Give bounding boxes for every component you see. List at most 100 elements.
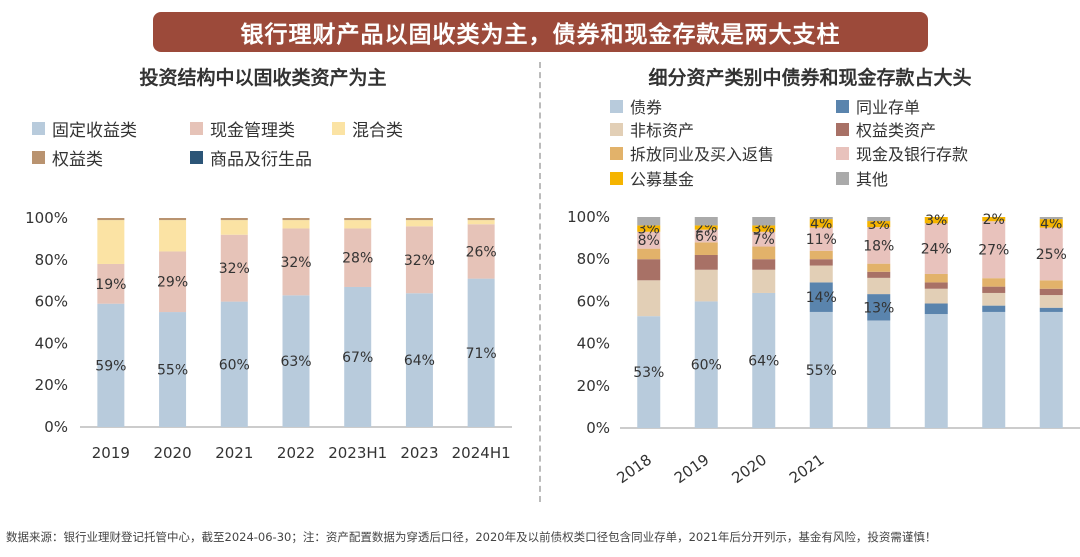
bar-segment-0-1 [694, 301, 718, 428]
bar-segment-5-1 [694, 229, 718, 243]
bar-segment-3-7 [1039, 288, 1063, 296]
bar-segment-3-1 [694, 254, 718, 270]
legend-swatch-4 [610, 147, 623, 160]
data-label-0-3: 55% [806, 363, 837, 379]
legend-label-5: 现金及银行存款 [856, 145, 968, 164]
bar-segment-5-6 [982, 221, 1006, 279]
y-tick-label: 20% [35, 376, 68, 394]
y-tick-label: 100% [25, 209, 68, 227]
bar-segment-2-5 [924, 288, 948, 304]
y-tick-label: 80% [577, 250, 610, 268]
bar-segment-4-1 [694, 242, 718, 255]
bar-segment-2-1 [159, 220, 187, 252]
bar-segment-1-2 [220, 234, 248, 302]
data-label-6-5: 3% [925, 213, 947, 229]
bar-segment-2-7 [1039, 295, 1063, 308]
bar-segment-0-5 [405, 293, 433, 427]
data-label-5-2: 7% [753, 232, 775, 248]
data-label-5-5: 24% [921, 242, 952, 258]
bar-segment-2-1 [694, 269, 718, 302]
bar-segment-6-7 [1039, 219, 1063, 228]
data-label-1-0: 19% [95, 277, 126, 293]
page-banner: 银行理财产品以固收类为主，债券和现金存款是两大支柱 [153, 12, 928, 52]
bar-segment-3-2 [220, 218, 248, 221]
bar-segment-3-6 [982, 286, 1006, 293]
y-tick-label: 80% [35, 251, 68, 269]
x-tick-label: 2024H1 [452, 444, 511, 462]
data-label-0-1: 55% [157, 363, 188, 379]
bar-segment-5-5 [924, 223, 948, 274]
bar-segment-4-4 [867, 263, 891, 272]
x-tick-label: 2021 [786, 451, 828, 488]
bar-segment-2-4 [867, 277, 891, 295]
bar-segment-6-1 [694, 225, 718, 230]
x-tick-label: 2023H1 [328, 444, 387, 462]
bar-segment-3-0 [97, 218, 125, 221]
bar-segment-0-2 [220, 301, 248, 427]
bar-segment-2-3 [282, 220, 310, 229]
data-label-1-4: 28% [342, 251, 373, 267]
bar-segment-5-7 [1039, 227, 1063, 281]
bar-segment-4-5 [924, 273, 948, 283]
bar-segment-0-3 [809, 311, 833, 428]
y-tick-label: 20% [577, 377, 610, 395]
data-label-5-4: 18% [863, 238, 894, 254]
x-tick-label: 2019 [671, 451, 713, 488]
bar-segment-7-7 [1039, 217, 1063, 220]
bar-segment-0-4 [344, 286, 372, 427]
bar-segment-0-6 [467, 278, 495, 427]
bar-segment-6-3 [809, 219, 833, 228]
bar-segment-2-4 [344, 220, 372, 229]
bar-segment-7-0 [637, 217, 661, 226]
legend-swatch-3 [836, 123, 849, 136]
bar-segment-1-5 [405, 226, 433, 294]
data-label-5-3: 11% [806, 232, 837, 248]
y-tick-label: 40% [35, 334, 68, 352]
data-label-0-1: 60% [691, 358, 722, 374]
legend-label-0: 固定收益类 [52, 121, 137, 141]
data-label-5-7: 25% [1036, 247, 1067, 263]
data-label-5-0: 8% [638, 233, 660, 249]
bar-segment-3-5 [405, 218, 433, 221]
data-label-0-2: 64% [748, 353, 779, 369]
data-label-0-5: 64% [404, 353, 435, 369]
legend-label-4: 拆放同业及买入返售 [630, 145, 774, 164]
bar-segment-5-0 [637, 231, 661, 249]
x-tick-label: 2023 [400, 444, 438, 462]
data-label-6-3: 4% [810, 216, 832, 232]
chart-divider [539, 62, 541, 502]
bar-segment-2-2 [220, 220, 248, 235]
data-label-6-6: 2% [983, 212, 1005, 228]
bar-segment-2-3 [809, 265, 833, 283]
chart-title: 细分资产类别中债券和现金存款占大头 [648, 66, 971, 89]
bar-segment-1-4 [867, 294, 891, 321]
data-label-0-2: 60% [219, 357, 250, 373]
data-source-note: 数据来源：银行业理财登记托管中心，截至2024-06-30；注：资产配置数据为穿… [6, 530, 937, 544]
data-label-0-0: 59% [95, 358, 126, 374]
y-tick-label: 0% [44, 418, 68, 436]
bar-segment-5-3 [809, 227, 833, 251]
bar-segment-1-3 [809, 282, 833, 312]
bar-segment-7-4 [867, 217, 891, 222]
x-tick-label: 2022 [277, 444, 315, 462]
bar-segment-0-4 [867, 320, 891, 428]
bar-segment-4-3 [809, 250, 833, 260]
legend-swatch-0 [32, 122, 45, 135]
x-tick-label: 2019 [92, 444, 130, 462]
data-label-1-2: 32% [219, 261, 250, 277]
chart-title: 投资结构中以固收类资产为主 [139, 66, 386, 89]
y-tick-label: 40% [577, 335, 610, 353]
x-tick-label: 2021 [215, 444, 253, 462]
bar-segment-5-2 [752, 231, 776, 247]
bar-segment-0-0 [637, 316, 661, 428]
bar-segment-0-0 [97, 303, 125, 427]
legend-swatch-5 [836, 147, 849, 160]
bar-segment-0-2 [752, 292, 776, 428]
legend-label-0: 债券 [630, 98, 662, 117]
bar-segment-3-3 [809, 259, 833, 266]
bar-segment-6-6 [982, 217, 1006, 222]
bar-segment-6-0 [637, 225, 661, 232]
bar-segment-5-4 [867, 227, 891, 264]
data-label-5-1: 6% [695, 229, 717, 245]
